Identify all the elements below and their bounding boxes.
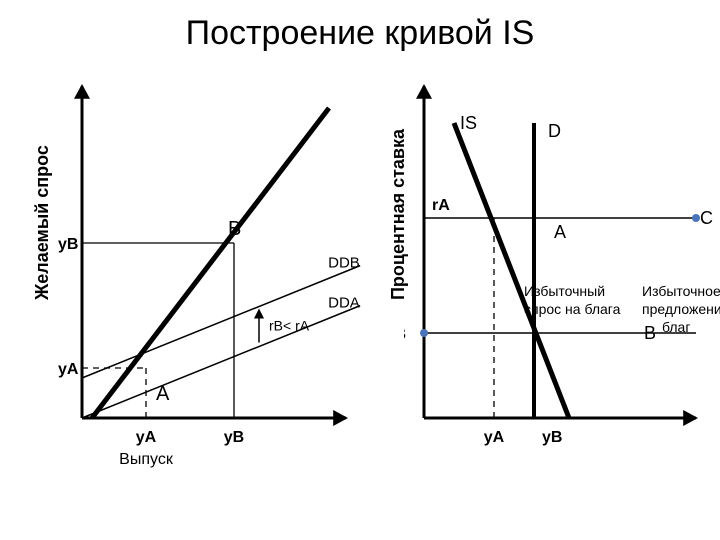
svg-text:спрос на блага: спрос на блага xyxy=(524,301,621,317)
svg-text:DDB: DDB xyxy=(328,255,360,272)
svg-text:Избыточное: Избыточное xyxy=(642,283,720,299)
svg-text:yA: yA xyxy=(136,429,157,446)
svg-text:yB: yB xyxy=(224,429,244,446)
svg-text:B: B xyxy=(228,218,241,240)
svg-text:rB< rA: rB< rA xyxy=(269,317,310,333)
svg-text:B: B xyxy=(644,323,656,343)
svg-text:A: A xyxy=(156,383,170,405)
svg-text:yB: yB xyxy=(58,236,78,253)
svg-text:rB: rB xyxy=(404,326,406,343)
svg-text:IS: IS xyxy=(460,113,477,133)
page-title: Построение кривой IS xyxy=(0,14,720,53)
svg-text:yB: yB xyxy=(542,429,562,446)
svg-text:предложение: предложение xyxy=(642,301,720,317)
svg-text:A: A xyxy=(554,222,566,242)
left-chart: yA yB A BrB< rA DDA DDB yA yB Выпуск xyxy=(54,78,374,508)
svg-text:yA: yA xyxy=(484,429,505,446)
svg-text:yA: yA xyxy=(58,361,79,378)
svg-text:D: D xyxy=(548,121,561,141)
svg-text:Избыточный: Избыточный xyxy=(524,283,605,299)
left-y-axis-label: Желаемый спрос xyxy=(32,145,53,300)
svg-text:C: C xyxy=(700,208,713,228)
svg-text:благ: благ xyxy=(662,319,690,335)
svg-text:Выпуск: Выпуск xyxy=(119,451,174,468)
svg-text:DDA: DDA xyxy=(328,295,360,312)
svg-text:rA: rA xyxy=(432,197,450,214)
right-chart: IS DrA rB A B C Избыточный спрос на блага Избыто… xyxy=(404,78,720,508)
